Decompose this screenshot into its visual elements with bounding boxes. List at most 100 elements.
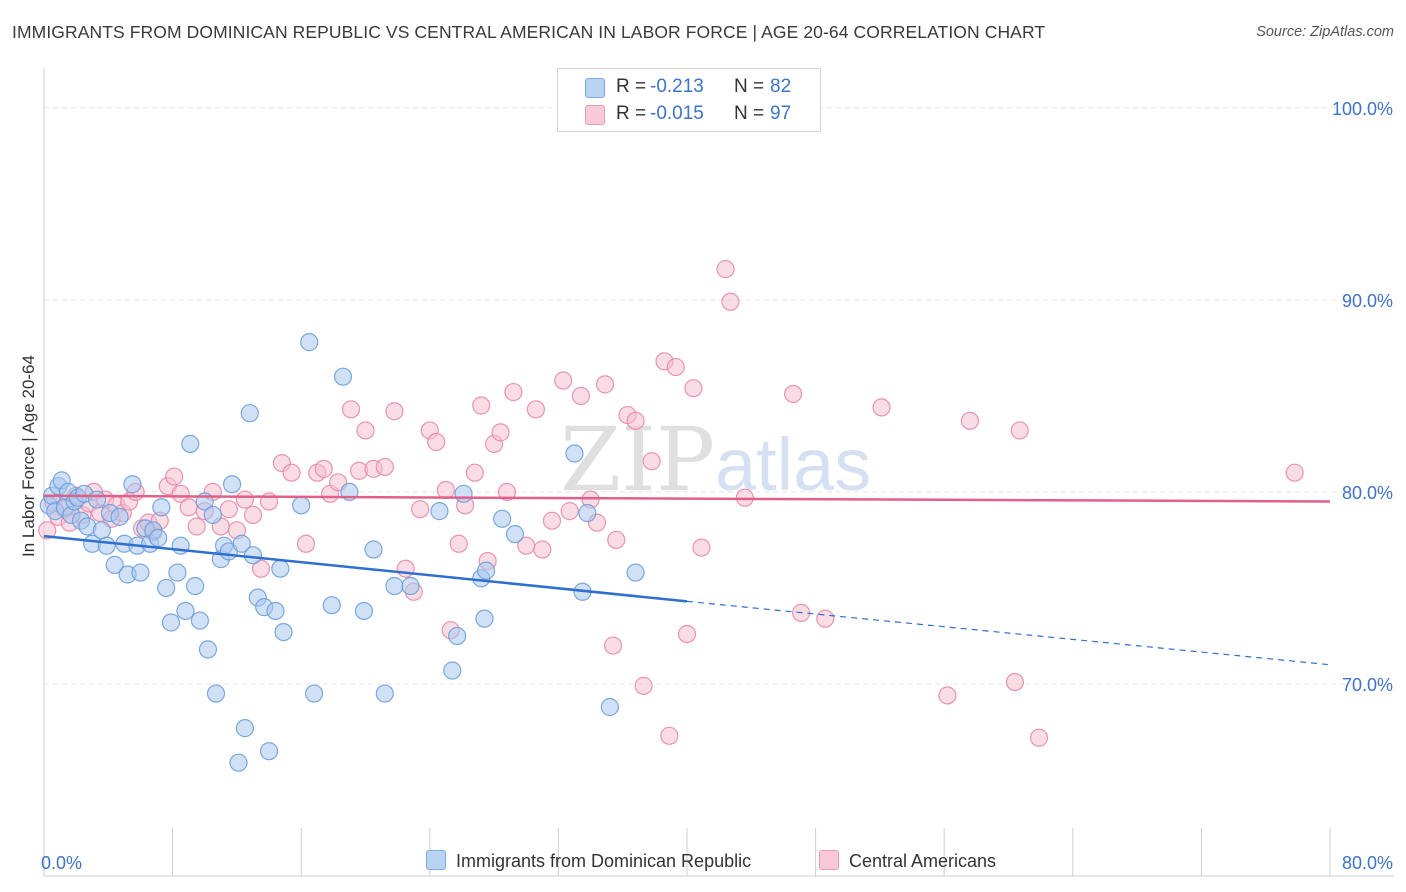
series-dominican-republic [39, 333, 645, 772]
data-point-dominican [206, 684, 226, 703]
data-point-central-american [677, 624, 697, 644]
data-point-dominican [131, 563, 150, 582]
data-point-dominican [401, 576, 420, 596]
data-point-dominican [304, 684, 324, 703]
y-tick-label: 90.0% [1342, 291, 1393, 311]
data-point-central-american [165, 467, 184, 486]
legend-n-label: N = [734, 103, 765, 124]
data-point-central-american [1005, 672, 1025, 692]
data-point-dominican [110, 507, 129, 526]
data-point-dominican [322, 596, 341, 615]
data-point-dominican [448, 626, 467, 646]
legend-n-value: 82 [770, 76, 792, 97]
data-point-central-american [526, 400, 545, 419]
data-point-central-american [938, 686, 957, 705]
data-point-dominican [222, 475, 242, 494]
data-point-central-american [235, 490, 255, 509]
data-point-central-american [219, 500, 238, 519]
x-tick-label: 80.0% [1342, 853, 1393, 873]
data-point-central-american [375, 457, 394, 477]
data-point-central-american [960, 411, 980, 430]
data-point-central-american [595, 375, 615, 394]
data-point-dominican [168, 563, 187, 582]
legend-swatch-pink [585, 105, 605, 125]
data-point-dominican [243, 546, 263, 565]
data-point-dominican [240, 404, 259, 423]
legend-n-label: N = [734, 76, 765, 97]
legend-label: Immigrants from Dominican Republic [456, 851, 752, 871]
data-point-central-american [684, 379, 703, 398]
data-point-dominican [475, 609, 494, 628]
legend-r-label: R = [616, 103, 647, 124]
data-point-central-american [396, 559, 415, 578]
data-point-central-american [660, 726, 679, 745]
data-point-dominican [92, 521, 111, 540]
data-point-dominican [271, 559, 290, 578]
grid-lines [44, 107, 1394, 685]
data-point-dominican [87, 490, 107, 509]
tick-labels: 70.0% 80.0% 90.0% 100.0% 0.0% 80.0% [41, 99, 1393, 873]
x-tick-label: 0.0% [41, 853, 82, 873]
data-point-central-american [282, 463, 301, 482]
axes [43, 68, 1394, 877]
data-point-central-american [554, 371, 573, 390]
y-tick-label: 100.0% [1332, 99, 1393, 119]
data-point-dominican [235, 719, 255, 738]
data-point-dominican [123, 475, 142, 494]
data-point-dominican [578, 503, 597, 523]
data-point-central-american [491, 423, 510, 442]
data-point-central-american [314, 459, 333, 478]
legend-label: Central Americans [849, 851, 997, 871]
data-point-dominican [198, 640, 218, 659]
data-point-dominican [505, 525, 525, 544]
data-point-central-american [472, 396, 491, 415]
data-point-dominican [203, 505, 222, 525]
data-point-central-american [692, 538, 711, 557]
data-point-central-american [497, 482, 517, 502]
data-point-central-american [341, 400, 361, 419]
legend-item-dominican: Immigrants from Dominican Republic [426, 850, 751, 872]
data-point-central-american [560, 502, 579, 521]
data-point-dominican [161, 613, 181, 632]
data-point-central-american [666, 357, 685, 377]
trend-line-dominican [43, 534, 688, 603]
data-point-central-american [626, 411, 645, 430]
data-point-dominican [430, 502, 449, 521]
data-point-central-american [251, 559, 271, 578]
data-point-central-american [436, 480, 455, 500]
data-point-dominican [229, 753, 248, 772]
data-point-dominican [232, 534, 251, 553]
data-point-central-american [533, 540, 552, 559]
legend-item-central: Central Americans [819, 850, 996, 872]
y-axis-label: In Labor Force | Age 20-64 [19, 355, 38, 557]
data-point-central-american [642, 452, 661, 471]
legend-r-label: R = [616, 76, 647, 97]
data-point-central-american [356, 421, 375, 440]
chart-title: IMMIGRANTS FROM DOMINICAN REPUBLIC VS CE… [12, 22, 1046, 42]
legend-swatch-blue [585, 78, 605, 98]
data-point-central-american [449, 534, 468, 553]
data-point-central-american [171, 484, 190, 503]
data-point-central-american [716, 260, 735, 279]
source-label: Source: ZipAtlas.com [1256, 24, 1394, 40]
data-point-central-american [607, 530, 626, 550]
data-point-central-american [1010, 421, 1029, 440]
data-point-dominican [443, 661, 462, 680]
data-point-dominican [375, 684, 394, 703]
data-point-dominican [493, 509, 512, 528]
y-tick-label: 80.0% [1342, 483, 1393, 503]
data-point-dominican [300, 333, 319, 352]
data-point-dominican [186, 576, 205, 596]
data-point-central-american [296, 534, 316, 553]
data-point-central-american [385, 402, 404, 421]
data-point-central-american [603, 636, 623, 655]
data-point-dominican [157, 578, 176, 598]
data-point-central-american [411, 500, 430, 519]
data-point-dominican [333, 367, 353, 386]
correlation-legend: R = -0.213 N = 82 R = -0.015 N = 97 [557, 68, 821, 132]
data-point-dominican [274, 622, 293, 642]
data-point-central-american [1285, 463, 1304, 482]
legend-swatch-blue [426, 850, 446, 870]
data-point-central-american [542, 511, 562, 530]
data-point-dominican [292, 496, 311, 515]
